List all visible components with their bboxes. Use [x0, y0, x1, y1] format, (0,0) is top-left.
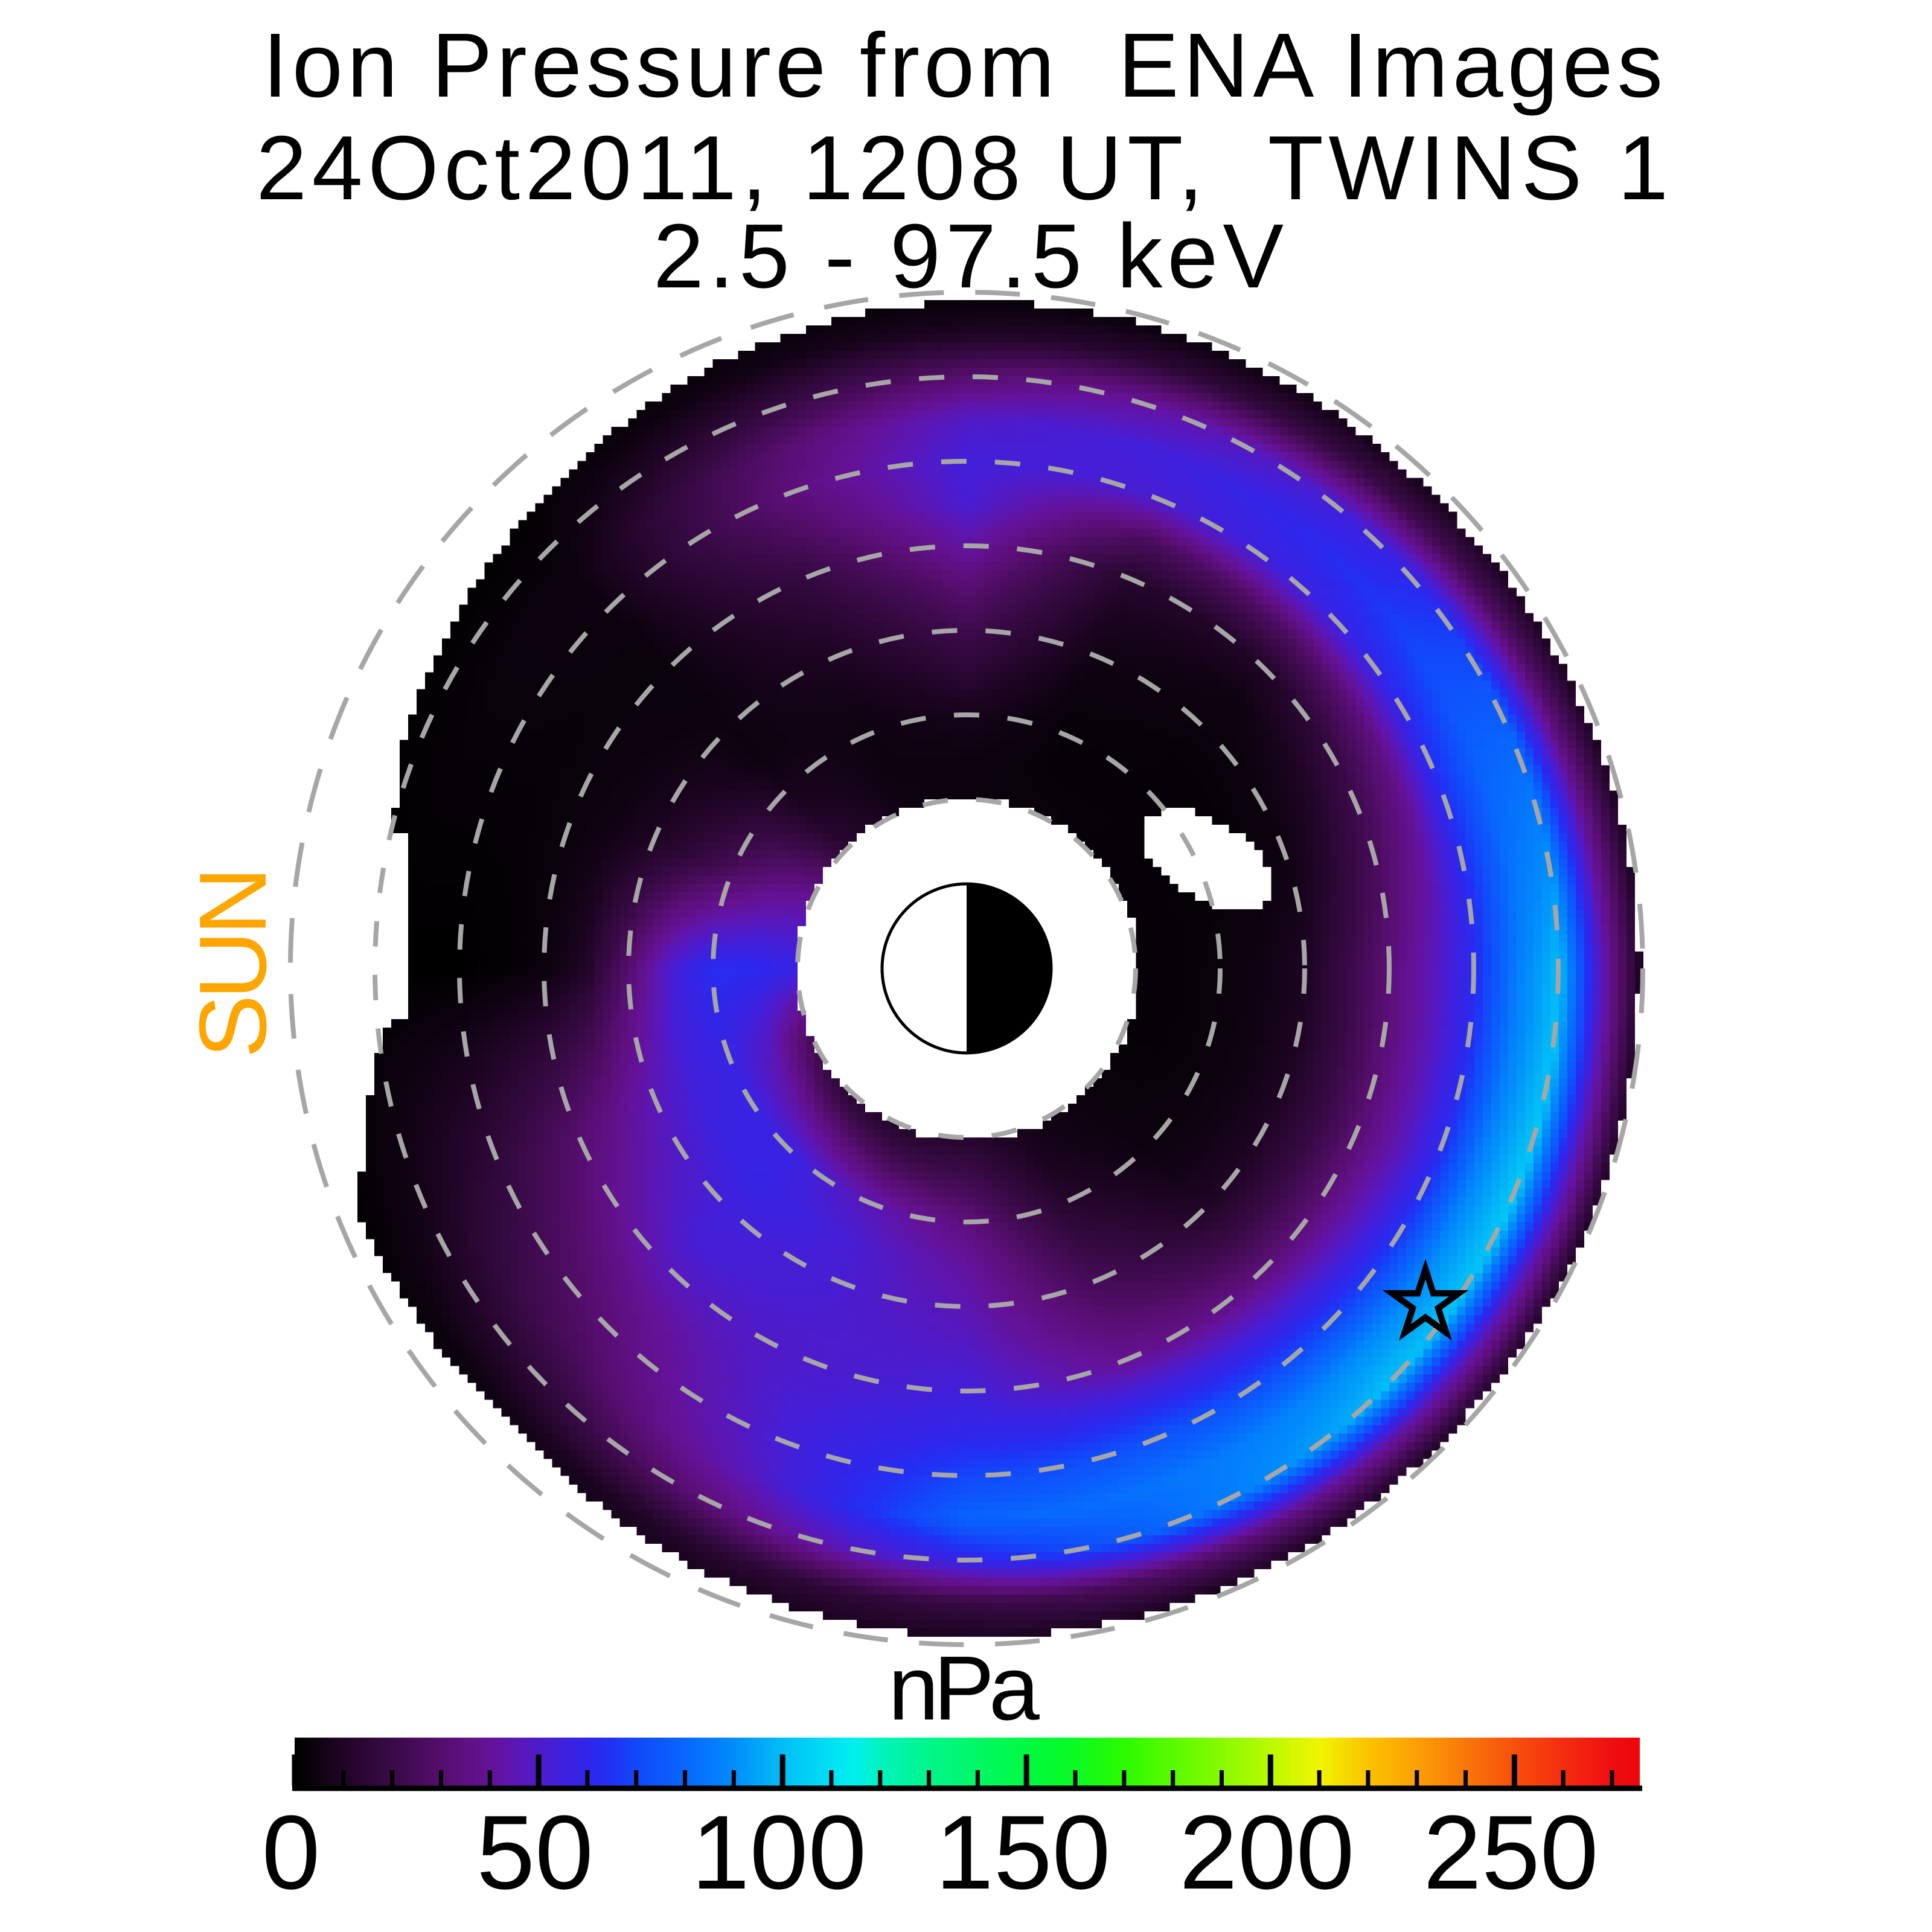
- svg-text:50: 50: [476, 1793, 593, 1911]
- svg-text:Ion Pressure from ENA Images: Ion Pressure from ENA Images: [263, 14, 1667, 116]
- svg-text:150: 150: [935, 1793, 1110, 1911]
- svg-text:nPa: nPa: [888, 1637, 1040, 1739]
- svg-text:250: 250: [1423, 1793, 1598, 1911]
- svg-text:SUN: SUN: [180, 871, 286, 1058]
- svg-text:0: 0: [262, 1793, 321, 1911]
- svg-text:100: 100: [691, 1793, 866, 1911]
- svg-text:24Oct2011, 1208 UT, TWINS 1: 24Oct2011, 1208 UT, TWINS 1: [256, 117, 1673, 219]
- svg-text:200: 200: [1179, 1793, 1354, 1911]
- svg-text:2.5 - 97.5 keV: 2.5 - 97.5 keV: [653, 205, 1288, 307]
